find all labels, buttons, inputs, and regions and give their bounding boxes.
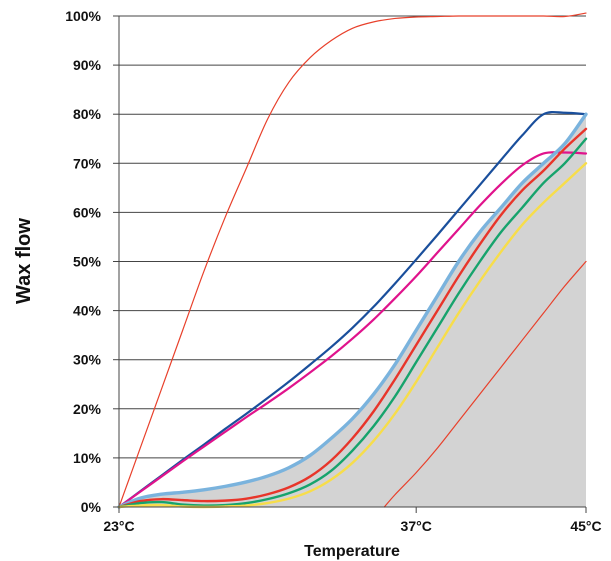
y-tick-label: 70% [73,155,102,171]
x-axis-title: Temperature [304,543,400,560]
series-line-5 [117,112,588,509]
x-tick-label: 45°C [570,518,601,534]
series-line-1 [118,12,587,508]
x-tick-label: 23°C [103,518,134,534]
series-line-4 [117,151,588,509]
y-axis-title: Wax flow [13,218,35,304]
x-tick-labels: 23°C 37°C 45°C [103,507,602,534]
y-tick-labels: 0% 10% 20% 30% 40% 50% 60% 70% 80% 90% 100% [65,8,119,515]
x-tick-label: 37°C [401,518,432,534]
series-line-6 [117,127,588,509]
series-line-2 [383,260,587,508]
y-tick-label: 20% [73,401,102,417]
y-tick-label: 0% [81,499,102,515]
y-tick-label: 90% [73,57,102,73]
y-tick-label: 40% [73,303,102,319]
series-line-7 [117,137,588,509]
shaded-area [119,114,586,507]
y-tick-label: 100% [65,8,101,24]
y-tick-label: 10% [73,450,102,466]
y-tick-label: 60% [73,204,102,220]
y-tick-label: 50% [73,254,102,270]
shaded-area-fill [119,114,586,507]
y-tick-label: 30% [73,352,102,368]
series-line-3 [117,110,588,509]
y-tick-label: 80% [73,106,102,122]
